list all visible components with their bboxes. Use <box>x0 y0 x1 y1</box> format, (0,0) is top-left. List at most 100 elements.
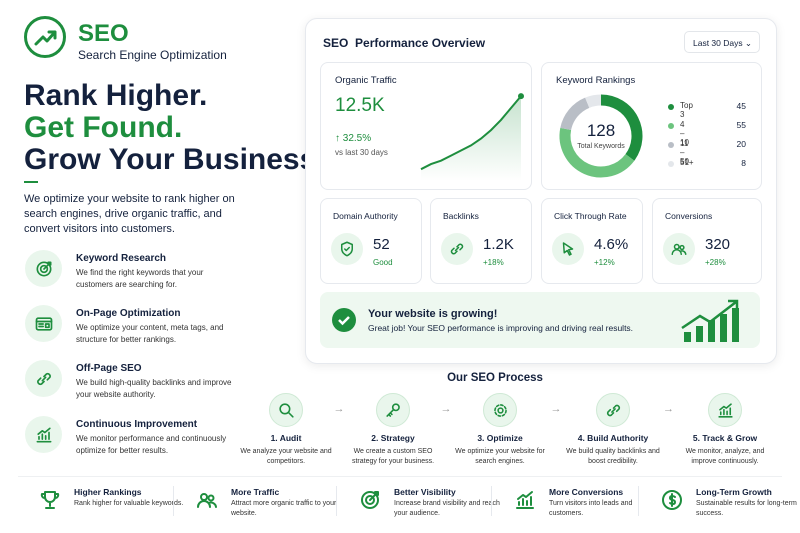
headline-line: Rank Higher. <box>24 79 208 112</box>
service-description: We monitor performance and continuously … <box>76 434 227 455</box>
benefit-description: Attract more organic traffic to your web… <box>231 500 337 517</box>
logo-text: SEO <box>78 20 129 47</box>
step-icon <box>596 393 630 427</box>
step-icon <box>376 393 410 427</box>
metric-note: Good <box>373 258 393 267</box>
legend-name: 51+ <box>680 158 694 167</box>
service-description: We build high-quality backlinks and impr… <box>76 378 232 399</box>
icon <box>450 243 464 255</box>
step-title: 5. Track & Grow <box>692 433 758 443</box>
step-arrow: → <box>663 403 674 415</box>
step-icon <box>269 393 303 427</box>
service-title: Keyword Research <box>76 253 167 264</box>
legend-count: 20 <box>736 139 746 149</box>
metric-card: Click Through Rate 4.6% +12% <box>541 198 643 284</box>
icon <box>361 491 379 509</box>
icon <box>662 490 682 510</box>
metric-value: 4.6% <box>594 236 629 253</box>
benefit-description: Turn visitors into leads and customers. <box>549 500 633 517</box>
legend-count: 45 <box>736 101 746 111</box>
metric-label: Domain Authority <box>333 211 398 221</box>
tagline: Search Engine Optimization <box>78 48 227 62</box>
organic-card: Organic Traffic 12.5K ↑ 32.5% vs last 30… <box>320 62 532 190</box>
service-icon <box>25 250 62 287</box>
legend-count: 8 <box>741 158 746 168</box>
icon <box>516 491 534 509</box>
benefit-description: Sustainable results for long-term succes… <box>696 500 797 517</box>
icon <box>671 243 687 255</box>
benefits-bar <box>18 476 782 527</box>
benefit-divider <box>638 486 639 516</box>
metric-value: 1.2K <box>483 236 514 253</box>
legend-dot <box>668 161 674 167</box>
icon <box>36 427 52 442</box>
banner-text: Great job! Your SEO performance is impro… <box>368 323 634 333</box>
metric-note: +28% <box>705 258 726 267</box>
benefit-title: More Traffic <box>231 487 280 497</box>
icon <box>197 493 217 508</box>
metric-icon <box>441 233 473 265</box>
benefit-title: Long-Term Growth <box>696 487 772 497</box>
benefit-divider <box>491 486 492 516</box>
metric-icon <box>331 233 363 265</box>
card-value: 12.5K <box>335 95 385 116</box>
metric-note: +12% <box>594 258 615 267</box>
growth-icon <box>681 299 739 342</box>
step-description: We monitor, analyze, and improve continu… <box>685 448 765 465</box>
change-value: 32.5% <box>342 133 372 144</box>
keyword-card: Keyword Rankings 128 Total Keywords Top … <box>541 62 762 190</box>
banner: Your website is growing! Great job! Your… <box>320 292 760 348</box>
legend-dot <box>668 123 674 129</box>
icon <box>35 316 52 331</box>
step-icon <box>708 393 742 427</box>
legend-name: 4 – 10 <box>680 120 689 147</box>
icon <box>717 402 733 418</box>
service-title: Off-Page SEO <box>76 363 142 374</box>
donut <box>559 94 643 178</box>
step-description: We create a custom SEO strategy for your… <box>351 448 435 465</box>
headline: Rank Higher. Get Found. Grow Your Busine… <box>24 80 325 176</box>
trend-point <box>518 93 524 100</box>
metric-icon <box>663 233 695 265</box>
process-title: Our SEO Process <box>447 372 543 384</box>
service-icon <box>25 360 62 397</box>
benefit-description: Increase brand visibility and reach your… <box>394 500 500 517</box>
step-description: We optimize your website for search engi… <box>455 448 545 465</box>
hero-description: We optimize your website to rank higher … <box>24 193 235 235</box>
service-description: We optimize your content, meta tags, and… <box>76 323 224 344</box>
icon <box>40 491 60 509</box>
period-dropdown[interactable]: Last 30 Days ⌄ <box>684 31 760 53</box>
benefit-divider <box>336 486 337 516</box>
metric-icon <box>552 233 584 265</box>
icon <box>493 403 507 417</box>
legend-name: Top 3 <box>680 101 693 119</box>
metric-label: Click Through Rate <box>554 211 627 221</box>
metric-card: Domain Authority 52 Good <box>320 198 422 284</box>
metric-label: Conversions <box>665 211 713 221</box>
dashboard-title: SEO Performance Overview <box>323 36 486 50</box>
step-arrow: → <box>333 403 345 415</box>
donut-segment <box>585 94 602 108</box>
divider <box>24 181 38 183</box>
service-icon <box>25 416 62 453</box>
step-arrow: → <box>440 403 452 415</box>
benefit-title: Higher Rankings <box>74 487 142 497</box>
step-arrow: → <box>550 403 562 415</box>
metric-card: Backlinks 1.2K +18% <box>430 198 532 284</box>
logo-icon <box>24 16 66 58</box>
donut-segment <box>559 127 635 178</box>
step-title: 3. Optimize <box>477 433 523 443</box>
icon <box>385 402 400 417</box>
total-label: Total Keywords <box>577 143 625 150</box>
change: ↑ 32.5% <box>335 133 372 144</box>
legend-count: 55 <box>736 120 746 130</box>
metric-note: +18% <box>483 258 504 267</box>
benefit-divider <box>173 486 174 516</box>
trend-area <box>421 96 521 181</box>
icon <box>278 402 294 418</box>
total: 128 <box>586 121 616 140</box>
donut-segment <box>600 94 643 161</box>
service-title: Continuous Improvement <box>76 419 198 430</box>
metric-value: 52 <box>373 236 390 253</box>
period: Last 30 Days <box>693 38 743 48</box>
